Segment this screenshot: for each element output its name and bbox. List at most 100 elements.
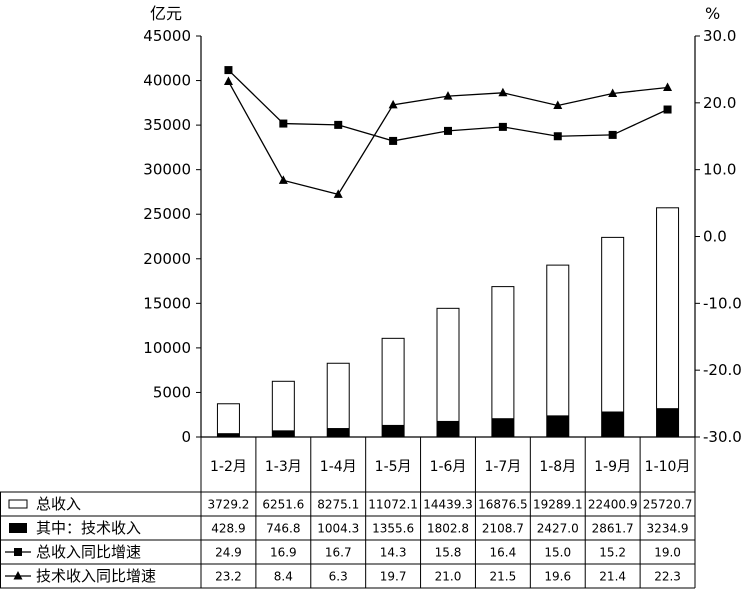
- data-cell: 19.6: [544, 570, 571, 584]
- left-unit-label: 亿元: [150, 4, 182, 23]
- data-cell: 21.0: [435, 570, 462, 584]
- data-cell: 25720.7: [643, 498, 693, 512]
- data-cell: 746.8: [266, 522, 300, 536]
- bar-total-revenue: [546, 264, 570, 438]
- legend-total-revenue-icon: [8, 499, 28, 509]
- category-label: 1-7月: [484, 459, 521, 475]
- right-tick-label: -10.0: [703, 294, 742, 312]
- tech-growth-point: [278, 175, 288, 184]
- tech-growth-point: [553, 100, 563, 110]
- data-cell: 16.7: [325, 546, 352, 560]
- data-cell: 2427.0: [537, 522, 579, 536]
- data-cell: 15.0: [544, 546, 571, 560]
- data-cell: 428.9: [211, 522, 245, 536]
- right-tick-label: 20.0: [703, 94, 736, 112]
- category-label: 1-2月: [210, 459, 247, 475]
- data-cell: 14439.3: [423, 498, 473, 512]
- row-tech-revenue-label: 其中：技术收入: [36, 519, 141, 537]
- right-tick-label: 30.0: [703, 27, 736, 45]
- bar-total-revenue: [271, 380, 295, 438]
- data-cell: 14.3: [380, 546, 407, 560]
- data-cell: 3729.2: [207, 498, 249, 512]
- tech-growth-point: [663, 82, 673, 91]
- bar-tech-revenue: [546, 415, 569, 437]
- left-tick-label: 5000: [153, 383, 191, 401]
- row-total-revenue-label: 总收入: [36, 495, 81, 513]
- right-tick-label: -30.0: [703, 428, 742, 446]
- bar-tech-revenue: [437, 420, 459, 437]
- right-tick-label: -20.0: [703, 361, 742, 379]
- data-cell: 1004.3: [317, 522, 359, 536]
- data-cell: 19.0: [654, 546, 681, 560]
- row-tech-growth-label: 技术收入同比增速: [36, 567, 156, 585]
- left-tick-label: 20000: [143, 250, 191, 268]
- total-growth-point: [224, 66, 233, 75]
- total-growth-point: [444, 126, 452, 135]
- category-label: 1-5月: [375, 459, 412, 475]
- data-cell: 16.9: [270, 546, 297, 560]
- bar-total-revenue: [601, 236, 625, 438]
- data-cell: 19289.1: [533, 498, 583, 512]
- tech-growth-point: [608, 88, 618, 97]
- left-tick-label: 35000: [143, 116, 191, 134]
- data-cell: 1355.6: [372, 522, 414, 536]
- right-tick-label: 0.0: [703, 228, 727, 246]
- bar-tech-revenue: [217, 433, 240, 437]
- data-cell: 6251.6: [262, 498, 304, 512]
- data-cell: 16.4: [490, 546, 517, 560]
- bar-tech-revenue: [656, 408, 679, 437]
- bar-total-revenue: [656, 207, 680, 438]
- bar-tech-revenue: [327, 428, 350, 437]
- data-cell: 8.4: [274, 570, 293, 584]
- data-cell: 24.9: [215, 546, 242, 560]
- data-cell: 6.3: [329, 570, 348, 584]
- total-growth-point: [553, 132, 562, 141]
- category-label: 1-4月: [320, 459, 357, 475]
- category-label: 1-9月: [594, 459, 631, 475]
- data-cell: 8275.1: [317, 498, 359, 512]
- tech-growth-point: [388, 99, 398, 109]
- category-label: 1-3月: [265, 459, 302, 475]
- data-cell: 22.3: [654, 570, 681, 584]
- right-tick-label: 10.0: [703, 161, 736, 179]
- data-cell: 15.2: [599, 546, 626, 560]
- tech-growth-point: [223, 76, 233, 85]
- bar-total-revenue: [491, 286, 515, 438]
- left-tick-label: 15000: [143, 294, 191, 312]
- legend-tech-revenue-icon: [9, 523, 27, 533]
- data-cell: 11072.1: [368, 498, 418, 512]
- tech-growth-point: [443, 91, 453, 100]
- data-cell: 21.4: [599, 570, 626, 584]
- total-growth-point: [279, 119, 288, 128]
- category-label: 1-6月: [430, 459, 467, 475]
- data-cell: 15.8: [435, 546, 462, 560]
- data-cell: 21.5: [490, 570, 517, 584]
- total-growth-point: [608, 130, 617, 139]
- data-cell: 22400.9: [588, 498, 638, 512]
- data-cell: 3234.9: [647, 522, 689, 536]
- left-tick-label: 45000: [143, 27, 191, 45]
- left-tick-label: 30000: [143, 161, 191, 179]
- data-cell: 23.2: [215, 570, 242, 584]
- data-cell: 1802.8: [427, 522, 469, 536]
- left-tick-label: 40000: [143, 72, 191, 90]
- bar-total-revenue: [436, 307, 460, 438]
- category-label: 1-8月: [539, 459, 576, 475]
- total-growth-point: [334, 120, 343, 129]
- category-label: 1-10月: [645, 459, 691, 475]
- bar-tech-revenue: [272, 430, 295, 437]
- bar-tech-revenue: [382, 424, 405, 437]
- data-cell: 19.7: [380, 570, 407, 584]
- left-tick-label: 25000: [143, 205, 191, 223]
- data-cell: 2861.7: [592, 522, 634, 536]
- right-unit-label: %: [705, 4, 720, 23]
- data-cell: 2108.7: [482, 522, 524, 536]
- bar-total-revenue: [381, 337, 405, 438]
- bar-tech-revenue: [601, 411, 624, 437]
- row-total-growth-label: 总收入同比增速: [36, 543, 141, 561]
- tech-growth-point: [498, 87, 508, 97]
- total-growth-point: [498, 122, 507, 131]
- legend-total-growth-marker-icon: [14, 548, 22, 556]
- data-cell: 16876.5: [478, 498, 528, 512]
